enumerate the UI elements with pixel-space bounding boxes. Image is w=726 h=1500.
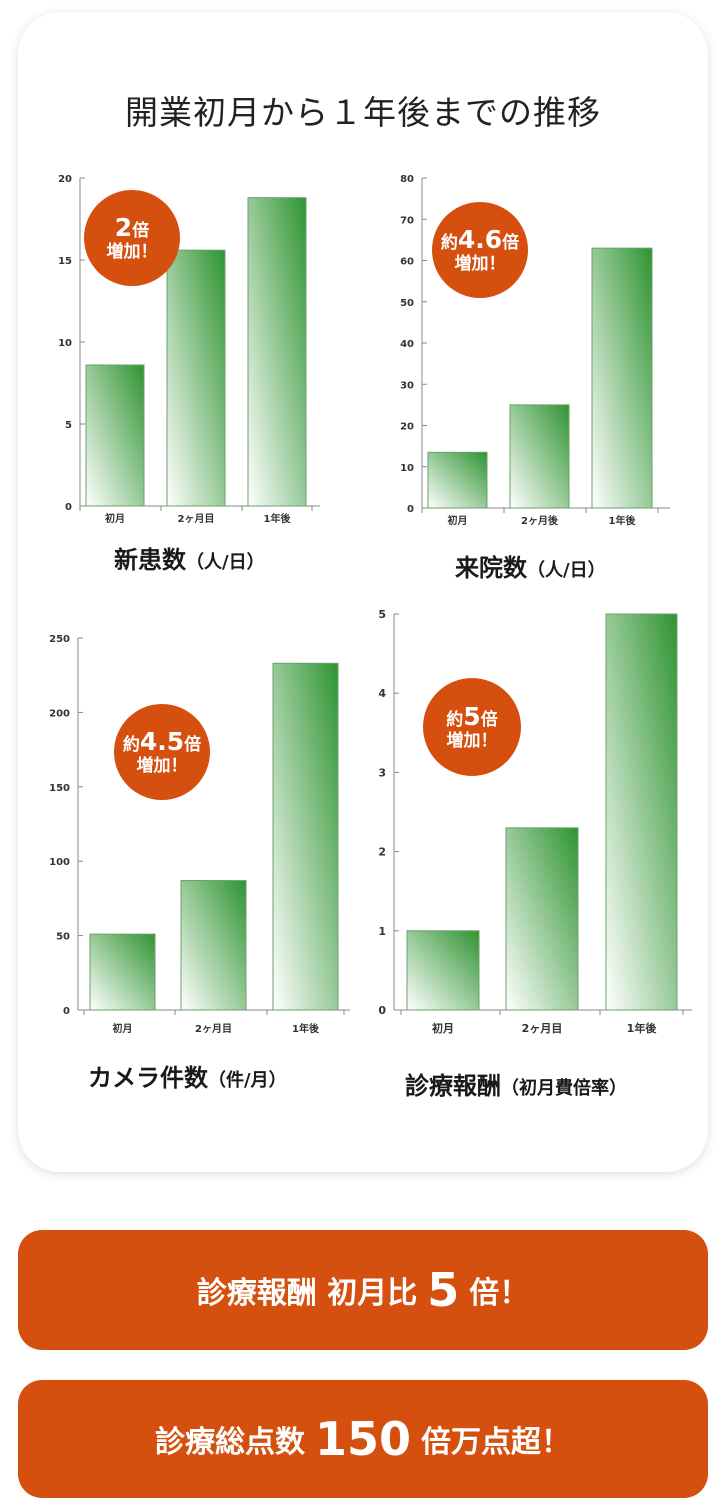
y-tick-label: 0: [378, 1004, 386, 1017]
medical-fee-caption: 診療報酬（初月費倍率）: [405, 1072, 627, 1100]
x-tick-label: 1年後: [264, 512, 292, 525]
medical-fee-chart: 0 1 2 3 4 5 初月 2ヶ月目 1年後: [378, 608, 692, 1035]
x-tick-label: 2ヶ月目: [195, 1023, 232, 1035]
y-tick-label: 40: [400, 339, 414, 350]
x-tick-label: 初月: [432, 1021, 454, 1035]
y-tick-label: 0: [65, 502, 72, 513]
y-tick-label: 200: [49, 708, 70, 719]
y-tick-label: 20: [58, 174, 72, 185]
x-tick-label: 初月: [113, 1022, 133, 1035]
x-tick-label: 初月: [105, 512, 125, 525]
page-title: 開業初月から１年後までの推移: [125, 93, 601, 132]
y-tick-label: 30: [400, 380, 414, 391]
x-tick-label: 1年後: [292, 1022, 320, 1035]
bar: [166, 249, 226, 507]
x-tick-label: 2ヶ月目: [522, 1022, 563, 1035]
x-tick-label: 2ヶ月後: [521, 514, 559, 527]
x-tick-label: 初月: [448, 514, 468, 527]
camera-count-badge: 約4.5倍 増加！: [114, 704, 210, 800]
y-tick-label: 3: [378, 766, 386, 779]
y-tick-label: 250: [49, 634, 70, 645]
x-tick-label: 2ヶ月目: [178, 513, 215, 525]
camera-count-caption: カメラ件数（件/月）: [88, 1064, 287, 1092]
bar: [247, 197, 307, 507]
bar: [505, 827, 579, 1011]
bar: [509, 404, 570, 509]
y-tick-label: 60: [400, 257, 414, 268]
total-points-banner: 診療総点数 150 倍万点超！: [18, 1380, 708, 1498]
visits-badge: 約4.6倍 増加！: [432, 202, 528, 298]
y-tick-label: 10: [400, 463, 414, 474]
y-tick-label: 100: [49, 857, 70, 868]
x-tick-label: 1年後: [627, 1021, 658, 1035]
y-tick-label: 10: [58, 338, 72, 349]
y-tick-label: 70: [400, 215, 414, 226]
new-patients-chart: 0 5 10 15 20 初月 2ヶ月目 1年後: [58, 174, 320, 525]
y-tick-label: 80: [400, 174, 414, 185]
bar: [89, 933, 156, 1011]
y-tick-label: 5: [378, 608, 386, 621]
bar: [591, 247, 653, 509]
y-tick-label: 50: [56, 932, 70, 943]
bar: [180, 880, 247, 1011]
y-tick-label: 0: [407, 504, 414, 515]
new-patients-caption: 新患数（人/日）: [114, 546, 265, 574]
bar: [605, 613, 678, 1011]
visits-chart: 0 10 20 30 40 50 60 70 80 初月 2ヶ月後 1年後: [400, 174, 670, 527]
y-tick-label: 5: [65, 420, 72, 431]
y-tick-label: 150: [49, 783, 70, 794]
bar: [272, 662, 339, 1011]
y-tick-label: 2: [378, 846, 386, 859]
y-tick-label: 15: [58, 256, 72, 267]
y-tick-label: 0: [63, 1006, 70, 1017]
new-patients-badge: 2倍 増加！: [84, 190, 180, 286]
medical-fee-badge: 約5倍 増加！: [423, 678, 521, 776]
bar: [85, 364, 145, 507]
visits-caption: 来院数（人/日）: [455, 554, 606, 582]
y-tick-label: 50: [400, 298, 414, 309]
bar: [406, 930, 480, 1011]
fee-ratio-banner: 診療報酬 初月比 5 倍！: [18, 1230, 708, 1350]
y-tick-label: 1: [378, 925, 386, 938]
x-tick-label: 1年後: [609, 514, 637, 527]
bar: [427, 451, 488, 509]
y-tick-label: 20: [400, 422, 414, 433]
camera-count-chart: 0 50 100 150 200 250 初月 2ヶ月目 1年後: [49, 634, 350, 1035]
y-tick-label: 4: [378, 687, 386, 700]
